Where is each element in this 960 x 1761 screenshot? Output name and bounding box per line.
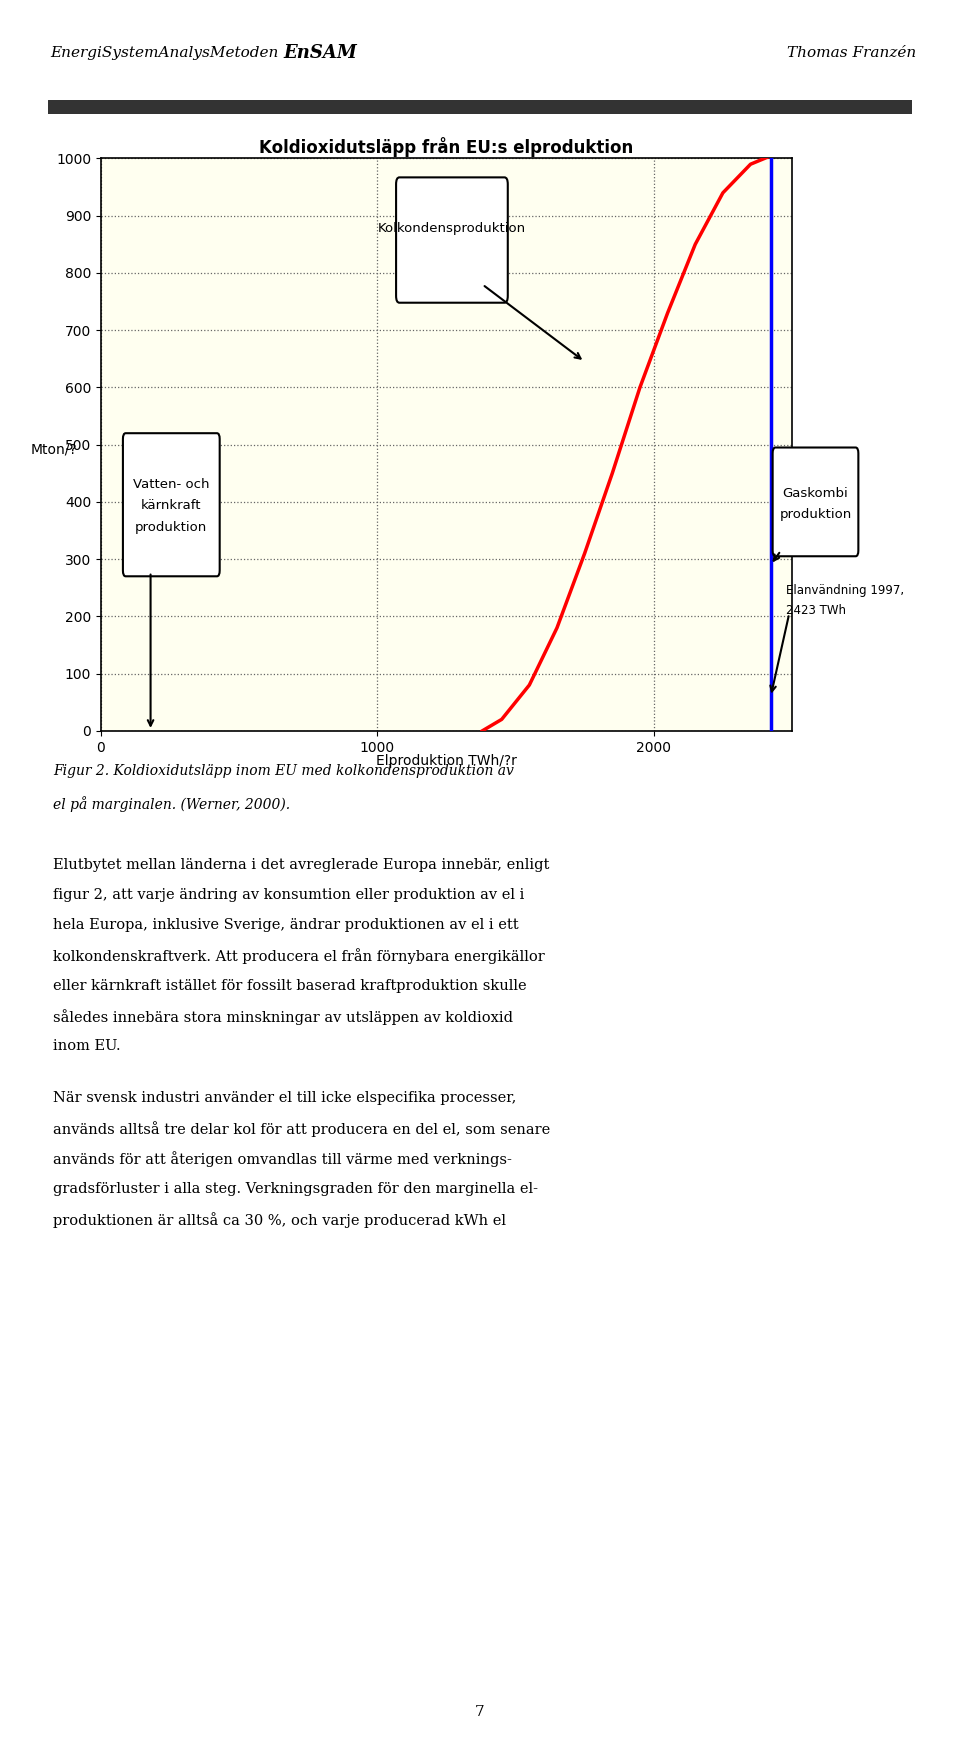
FancyBboxPatch shape	[396, 178, 508, 303]
FancyBboxPatch shape	[773, 447, 858, 556]
FancyBboxPatch shape	[123, 433, 220, 576]
Text: Mton/?: Mton/?	[31, 442, 78, 456]
Text: figur 2, att varje ändring av konsumtion eller produktion av el i: figur 2, att varje ändring av konsumtion…	[53, 888, 524, 902]
Text: inom EU.: inom EU.	[53, 1039, 120, 1053]
Text: Elutbytet mellan länderna i det avreglerade Europa innebär, enligt: Elutbytet mellan länderna i det avregler…	[53, 858, 549, 872]
Text: används alltså tre delar kol för att producera en del el, som senare: används alltså tre delar kol för att pro…	[53, 1122, 550, 1138]
Text: Elproduktion TWh/?r: Elproduktion TWh/?r	[376, 754, 516, 768]
Text: används för att återigen omvandlas till värme med verknings-: används för att återigen omvandlas till …	[53, 1152, 512, 1168]
Text: 7: 7	[475, 1705, 485, 1719]
Text: hela Europa, inklusive Sverige, ändrar produktionen av el i ett: hela Europa, inklusive Sverige, ändrar p…	[53, 917, 518, 932]
Text: gradsförluster i alla steg. Verkningsgraden för den marginella el-: gradsförluster i alla steg. Verkningsgra…	[53, 1182, 538, 1196]
Text: När svensk industri använder el till icke elspecifika processer,: När svensk industri använder el till ick…	[53, 1090, 516, 1104]
Text: Vatten- och: Vatten- och	[133, 479, 209, 491]
Text: Koldioxidutsläpp från EU:s elproduktion: Koldioxidutsläpp från EU:s elproduktion	[259, 137, 634, 157]
Text: 2423 TWh: 2423 TWh	[786, 604, 847, 616]
Text: Gaskombi: Gaskombi	[782, 486, 849, 500]
Text: Kolkondensproduktion: Kolkondensproduktion	[378, 222, 526, 234]
Text: Figur 2. Koldioxidutsläpp inom EU med kolkondensproduktion av: Figur 2. Koldioxidutsläpp inom EU med ko…	[53, 764, 514, 778]
Text: produktion: produktion	[135, 521, 207, 534]
Text: produktion: produktion	[780, 507, 852, 521]
Text: EnergiSystemAnalysMetoden: EnergiSystemAnalysMetoden	[50, 46, 283, 60]
Text: Thomas Franzén: Thomas Franzén	[787, 46, 917, 60]
Text: EnSAM: EnSAM	[283, 44, 357, 62]
Text: Elanvändning 1997,: Elanvändning 1997,	[786, 585, 904, 597]
Text: kärnkraft: kärnkraft	[141, 500, 202, 512]
Text: således innebära stora minskningar av utsläppen av koldioxid: således innebära stora minskningar av ut…	[53, 1009, 513, 1025]
Text: el på marginalen. (Werner, 2000).: el på marginalen. (Werner, 2000).	[53, 796, 290, 812]
Text: produktionen är alltså ca 30 %, och varje producerad kWh el: produktionen är alltså ca 30 %, och varj…	[53, 1212, 506, 1227]
Text: kolkondenskraftverk. Att producera el från förnybara energikällor: kolkondenskraftverk. Att producera el fr…	[53, 949, 544, 965]
Text: eller kärnkraft istället för fossilt baserad kraftproduktion skulle: eller kärnkraft istället för fossilt bas…	[53, 979, 526, 993]
